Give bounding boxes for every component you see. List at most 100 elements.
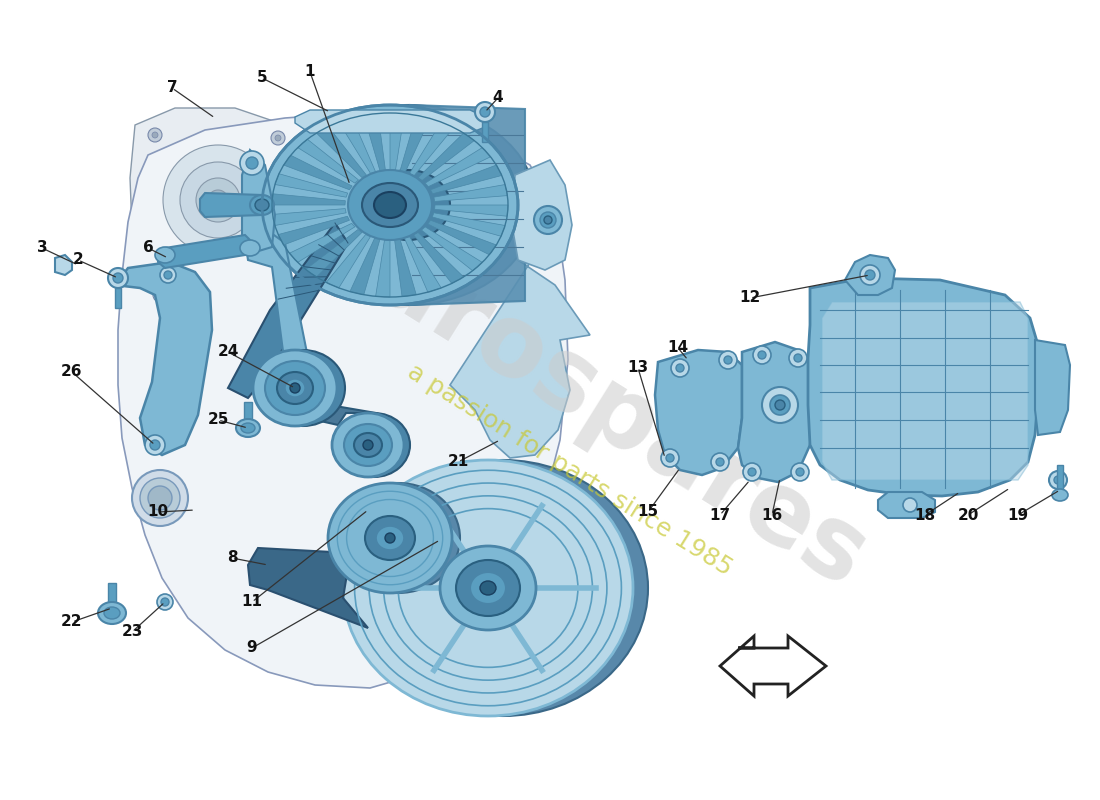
Circle shape [308, 203, 322, 217]
Ellipse shape [236, 419, 260, 437]
Text: 22: 22 [62, 614, 82, 630]
Text: a passion for parts since 1985: a passion for parts since 1985 [404, 360, 737, 580]
Circle shape [153, 288, 167, 302]
Ellipse shape [354, 433, 382, 457]
Ellipse shape [348, 170, 432, 240]
Polygon shape [55, 255, 72, 275]
Circle shape [719, 351, 737, 369]
Circle shape [789, 349, 807, 367]
Ellipse shape [338, 413, 410, 477]
Polygon shape [278, 216, 350, 245]
Circle shape [161, 598, 169, 606]
Ellipse shape [336, 483, 460, 593]
Polygon shape [654, 350, 743, 475]
Polygon shape [845, 255, 895, 295]
Ellipse shape [253, 350, 337, 426]
Text: 24: 24 [218, 345, 239, 359]
Ellipse shape [365, 516, 415, 560]
Text: 9: 9 [246, 641, 257, 655]
Polygon shape [421, 227, 482, 270]
Ellipse shape [456, 560, 520, 616]
Polygon shape [284, 155, 352, 190]
Polygon shape [364, 114, 385, 170]
Ellipse shape [366, 170, 450, 240]
Polygon shape [738, 342, 815, 482]
Polygon shape [298, 139, 359, 183]
Ellipse shape [344, 424, 392, 466]
Polygon shape [430, 165, 502, 194]
Polygon shape [808, 278, 1038, 496]
Polygon shape [1057, 465, 1063, 493]
Circle shape [794, 354, 802, 362]
Circle shape [724, 356, 732, 364]
Text: 21: 21 [448, 454, 469, 470]
Polygon shape [720, 636, 826, 696]
Circle shape [246, 157, 258, 169]
Polygon shape [263, 400, 376, 425]
Text: 11: 11 [242, 594, 263, 610]
Circle shape [148, 486, 172, 510]
Circle shape [1054, 476, 1062, 484]
Text: 3: 3 [36, 241, 47, 255]
Text: 2: 2 [73, 253, 84, 267]
Ellipse shape [362, 183, 418, 227]
Circle shape [271, 131, 285, 145]
Circle shape [157, 292, 163, 298]
Text: 20: 20 [957, 507, 979, 522]
Polygon shape [878, 492, 935, 518]
Polygon shape [409, 122, 454, 175]
Ellipse shape [470, 572, 506, 604]
Circle shape [288, 283, 302, 297]
Ellipse shape [1052, 489, 1068, 501]
Circle shape [770, 395, 790, 415]
Ellipse shape [280, 105, 536, 305]
Text: 13: 13 [627, 361, 649, 375]
Polygon shape [116, 288, 121, 308]
Polygon shape [434, 205, 508, 216]
Ellipse shape [440, 546, 536, 630]
Circle shape [544, 216, 552, 224]
Circle shape [540, 212, 556, 228]
Circle shape [148, 128, 162, 142]
Polygon shape [244, 402, 252, 428]
Circle shape [796, 468, 804, 476]
Polygon shape [248, 548, 368, 628]
Polygon shape [390, 113, 405, 170]
Text: 17: 17 [710, 507, 730, 522]
Text: 19: 19 [1008, 507, 1028, 522]
Circle shape [290, 383, 300, 393]
Polygon shape [482, 122, 488, 142]
Circle shape [132, 470, 188, 526]
Circle shape [145, 435, 165, 455]
Ellipse shape [240, 240, 260, 256]
Circle shape [716, 458, 724, 466]
Text: 16: 16 [761, 507, 782, 522]
Polygon shape [317, 126, 366, 178]
Circle shape [776, 400, 785, 410]
Circle shape [164, 271, 172, 279]
Polygon shape [242, 150, 275, 253]
Polygon shape [228, 223, 348, 398]
Ellipse shape [104, 607, 120, 619]
Polygon shape [272, 194, 345, 205]
Circle shape [160, 267, 176, 283]
Polygon shape [295, 110, 485, 133]
Circle shape [385, 533, 395, 543]
Circle shape [152, 132, 158, 138]
Circle shape [208, 190, 228, 210]
Circle shape [275, 135, 280, 141]
Text: 26: 26 [62, 365, 82, 379]
Circle shape [196, 178, 240, 222]
Circle shape [676, 364, 684, 372]
Circle shape [150, 440, 160, 450]
Circle shape [865, 270, 874, 280]
Ellipse shape [285, 379, 305, 397]
Circle shape [666, 454, 674, 462]
Circle shape [480, 107, 490, 117]
Circle shape [661, 449, 679, 467]
Text: 25: 25 [207, 413, 229, 427]
Circle shape [180, 162, 256, 238]
Polygon shape [375, 240, 390, 297]
Polygon shape [822, 302, 1028, 480]
Ellipse shape [343, 460, 632, 716]
